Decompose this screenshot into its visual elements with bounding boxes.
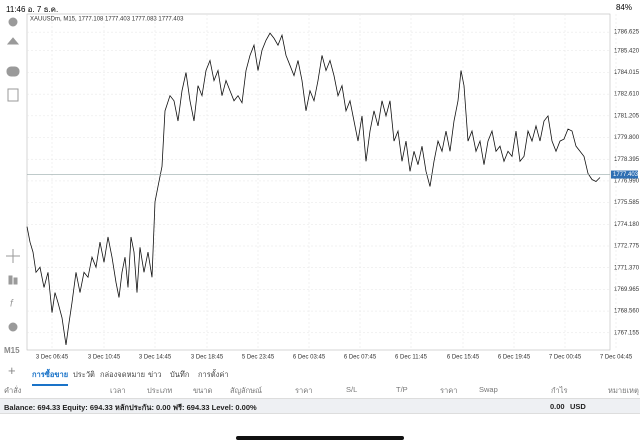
column-header: คำสั่ง [4, 386, 22, 395]
clock: 11:46 อ. 7 ธ.ค. [6, 5, 59, 14]
x-tick-label: 6 Dec 11:45 [395, 355, 428, 360]
x-tick-label: 7 Dec 00:45 [549, 355, 582, 360]
x-tick-label: 3 Dec 10:45 [88, 355, 121, 360]
column-header: T/P [396, 385, 408, 394]
y-tick-label: 1776.990 [614, 178, 640, 184]
tab[interactable]: กล่องจดหมาย [100, 370, 146, 379]
crosshair-icon[interactable] [6, 249, 20, 263]
y-tick-label: 1785.420 [614, 48, 640, 54]
status-bar: 11:46 อ. 7 ธ.ค. 84% [0, 0, 640, 14]
y-tick-label: 1779.800 [614, 135, 640, 141]
x-tick-label: 3 Dec 06:45 [36, 355, 69, 360]
tab[interactable]: การซื้อขาย [32, 369, 69, 386]
x-tick-label: 6 Dec 03:45 [293, 355, 326, 360]
y-tick-label: 1767.155 [614, 330, 640, 336]
x-tick-label: 5 Dec 23:45 [242, 355, 275, 360]
x-tick-label: 6 Dec 19:45 [498, 355, 531, 360]
objects-icon[interactable] [8, 322, 18, 332]
y-tick-label: 1774.180 [614, 222, 640, 228]
column-header: ราคา [440, 386, 458, 395]
y-tick-label: 1771.370 [614, 265, 640, 271]
x-tick-label: 7 Dec 04:45 [600, 355, 633, 360]
home-indicator [236, 436, 404, 440]
account-icon[interactable] [8, 17, 18, 27]
new-chart-icon[interactable] [7, 88, 19, 102]
column-header: ขนาด [193, 386, 213, 395]
y-tick-label: 1786.625 [614, 30, 640, 36]
y-tick-label: 1772.775 [614, 244, 640, 250]
price-line [26, 32, 601, 345]
y-tick-label: 1775.585 [614, 200, 640, 206]
column-header: หมายเหตุ [608, 386, 639, 395]
tab[interactable]: ประวัติ [73, 370, 95, 379]
column-header: S/L [346, 385, 358, 394]
tab[interactable]: บันทึก [170, 370, 190, 379]
add-button[interactable]: + [8, 363, 16, 378]
toolbar[interactable]: f [6, 17, 20, 332]
column-header: Swap [479, 385, 498, 394]
chat-icon[interactable] [6, 66, 20, 77]
timeframe: M15 [4, 346, 20, 355]
column-header: เวลา [110, 386, 126, 395]
y-tick-label: 1781.205 [614, 113, 640, 119]
y-tick-label: 1782.610 [614, 92, 640, 98]
balance-text: Balance: 694.33 Equity: 694.33 หลักประกั… [4, 403, 257, 412]
balance-row: Balance: 694.33 Equity: 694.33 หลักประกั… [0, 398, 640, 414]
terminal: + การซื้อขาย ประวัติ กล่องจดหมาย ข่าว บันทึก… [0, 360, 640, 447]
trade-icon[interactable] [6, 37, 20, 45]
tab[interactable]: ข่าว [148, 370, 162, 379]
battery: 84% [615, 3, 632, 12]
x-tick-label: 6 Dec 15:45 [447, 355, 480, 360]
x-tick-label: 3 Dec 18:45 [191, 355, 224, 360]
price-tag-label: 1777.403 [613, 172, 639, 178]
profit: 0.00 [550, 402, 565, 411]
chart-type-icon[interactable] [8, 275, 13, 285]
y-tick-label: 1784.015 [614, 70, 640, 76]
y-tick-label: 1769.965 [614, 287, 640, 293]
chart-type-icon[interactable] [13, 277, 18, 285]
price-tag [611, 170, 638, 179]
x-tick-label: 3 Dec 14:45 [139, 355, 172, 360]
currency: USD [570, 402, 586, 411]
chart: XAUUSDm, M15, 1777.108 1777.403 1777.083… [4, 13, 640, 360]
indicators-icon[interactable]: f [10, 299, 14, 310]
plot-frame [26, 13, 611, 351]
y-tick-label: 1778.395 [614, 157, 640, 163]
chart-title: XAUUSDm, M15, 1777.108 1777.403 1777.083… [30, 17, 184, 23]
column-header: สัญลักษณ์ [230, 386, 263, 395]
tab[interactable]: การตั้งค่า [198, 370, 229, 379]
x-tick-label: 6 Dec 07:45 [344, 355, 377, 360]
column-header: ราคา [295, 386, 313, 395]
column-header: กำไร [551, 386, 568, 395]
y-tick-label: 1768.560 [614, 309, 640, 315]
column-header: ประเภท [147, 386, 173, 395]
